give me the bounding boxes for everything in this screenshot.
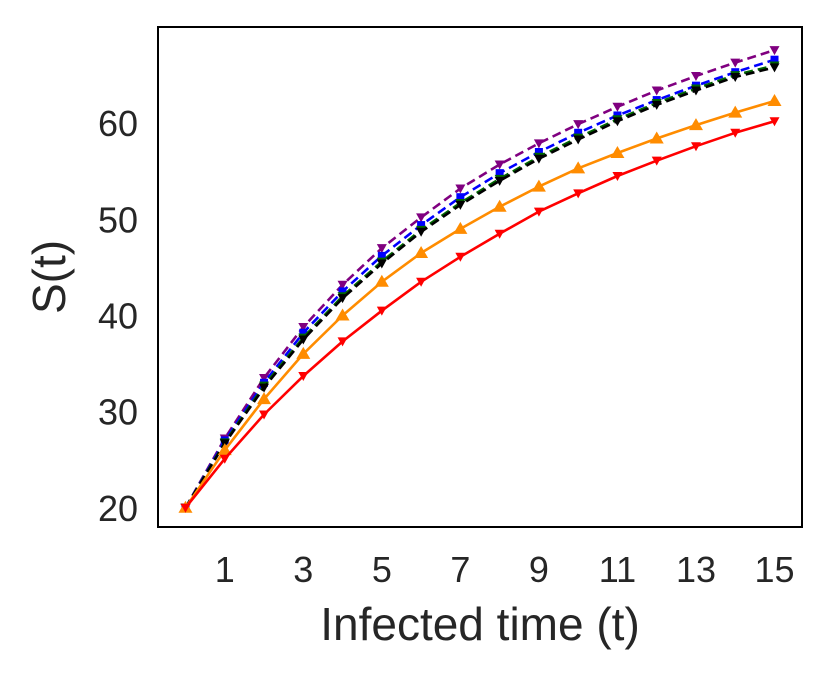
data-point (531, 179, 546, 192)
data-point (612, 117, 623, 127)
series-line (184, 58, 775, 509)
data-point (651, 100, 662, 110)
data-point (455, 252, 466, 262)
data-point (259, 373, 270, 383)
data-point (730, 128, 741, 138)
data-point (690, 72, 701, 82)
y-tick-label: 20 (98, 488, 138, 529)
data-point (494, 176, 505, 186)
data-point (219, 454, 230, 464)
series-line (184, 66, 775, 509)
series-layer (178, 46, 782, 513)
data-point (416, 277, 427, 287)
data-point (688, 118, 703, 131)
data-point (259, 410, 270, 420)
data-point (533, 139, 544, 149)
data-point (651, 156, 662, 166)
x-tick-label: 7 (450, 549, 470, 590)
data-point (296, 346, 311, 359)
data-point (767, 94, 782, 107)
data-point (494, 229, 505, 239)
data-point (534, 148, 543, 156)
x-tick-label: 5 (372, 549, 392, 590)
data-point (299, 328, 308, 337)
data-point (730, 58, 741, 68)
series-line (184, 48, 775, 509)
data-point (495, 169, 504, 178)
data-point (377, 251, 386, 260)
data-point (769, 46, 780, 56)
data-point (456, 193, 465, 202)
data-point (573, 135, 584, 145)
data-point (337, 337, 348, 347)
data-point (610, 145, 625, 158)
data-point (612, 172, 623, 182)
data-point (259, 383, 270, 393)
data-point (769, 63, 780, 73)
data-point (730, 73, 741, 82)
data-point (298, 372, 309, 382)
data-point (335, 308, 350, 321)
x-tick-label: 9 (529, 549, 549, 590)
data-point (416, 227, 427, 237)
plot-frame (157, 26, 803, 528)
data-point (337, 280, 348, 290)
data-point (298, 323, 309, 332)
data-point (690, 86, 701, 96)
data-point (374, 274, 389, 287)
series-line (184, 99, 775, 509)
data-point (257, 392, 272, 405)
data-point (180, 503, 191, 513)
data-point (769, 117, 780, 127)
data-point (338, 287, 347, 296)
data-point (337, 294, 348, 304)
data-point (573, 189, 584, 199)
y-tick-label: 60 (98, 103, 138, 144)
data-point (770, 55, 779, 64)
y-tick-label: 40 (98, 295, 138, 336)
x-tick-label: 13 (676, 549, 716, 590)
data-point (533, 154, 544, 164)
data-point (492, 199, 507, 212)
data-point (453, 221, 468, 234)
data-point (416, 213, 427, 223)
data-point (690, 142, 701, 152)
data-point (217, 443, 232, 456)
y-tick-label: 50 (98, 199, 138, 240)
data-point (573, 120, 584, 130)
data-point (571, 161, 586, 174)
data-point (574, 128, 583, 137)
x-tick-label: 3 (293, 549, 313, 590)
y-tick-label: 30 (98, 392, 138, 433)
x-tick-label: 15 (754, 549, 794, 590)
x-tick-label: 11 (599, 549, 636, 590)
data-point (376, 244, 387, 254)
data-point (376, 306, 387, 316)
data-point (298, 335, 309, 345)
x-tick-label: 1 (215, 549, 235, 590)
data-point (612, 102, 623, 112)
data-point (455, 200, 466, 210)
data-point (533, 207, 544, 217)
x-axis-label: Infected time (t) (320, 598, 640, 650)
y-axis-label: S(t) (23, 240, 75, 314)
data-point (414, 245, 429, 258)
data-point (417, 221, 426, 230)
data-point (728, 105, 743, 118)
series-line (184, 119, 775, 509)
data-point (494, 160, 505, 170)
data-point (376, 259, 387, 269)
data-point (651, 86, 662, 96)
data-point (649, 131, 664, 144)
data-point (455, 184, 466, 194)
